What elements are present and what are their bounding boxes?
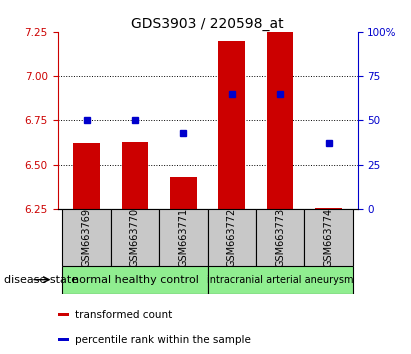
Text: GSM663769: GSM663769 — [81, 208, 92, 267]
Bar — [315, 208, 342, 209]
Text: GSM663774: GSM663774 — [323, 207, 334, 267]
Bar — [122, 142, 148, 209]
Bar — [304, 209, 353, 266]
Bar — [170, 177, 197, 209]
Bar — [73, 143, 100, 209]
Bar — [208, 209, 256, 266]
Text: transformed count: transformed count — [75, 310, 173, 320]
Bar — [111, 209, 159, 266]
Bar — [159, 209, 208, 266]
Text: intracranial arterial aneurysm: intracranial arterial aneurysm — [207, 275, 353, 285]
Bar — [58, 313, 69, 316]
Text: percentile rank within the sample: percentile rank within the sample — [75, 335, 251, 344]
Text: disease state: disease state — [4, 275, 78, 285]
Text: GSM663772: GSM663772 — [227, 207, 237, 267]
Bar — [218, 41, 245, 209]
Text: GSM663770: GSM663770 — [130, 207, 140, 267]
Bar — [256, 209, 304, 266]
Bar — [208, 266, 353, 294]
Title: GDS3903 / 220598_at: GDS3903 / 220598_at — [131, 17, 284, 31]
Text: GSM663771: GSM663771 — [178, 207, 188, 267]
Bar — [58, 338, 69, 341]
Text: normal healthy control: normal healthy control — [72, 275, 199, 285]
Bar — [267, 32, 293, 209]
Bar — [62, 266, 208, 294]
Bar — [62, 209, 111, 266]
Text: GSM663773: GSM663773 — [275, 207, 285, 267]
